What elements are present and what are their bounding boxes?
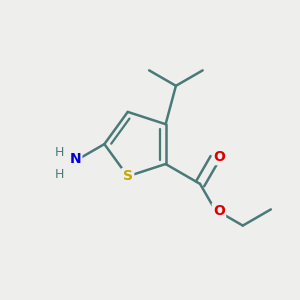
Text: O: O xyxy=(213,150,225,164)
Text: O: O xyxy=(213,204,225,218)
Text: S: S xyxy=(123,169,133,183)
Text: N: N xyxy=(69,152,81,167)
Text: H: H xyxy=(54,168,64,181)
Text: H: H xyxy=(54,146,64,159)
